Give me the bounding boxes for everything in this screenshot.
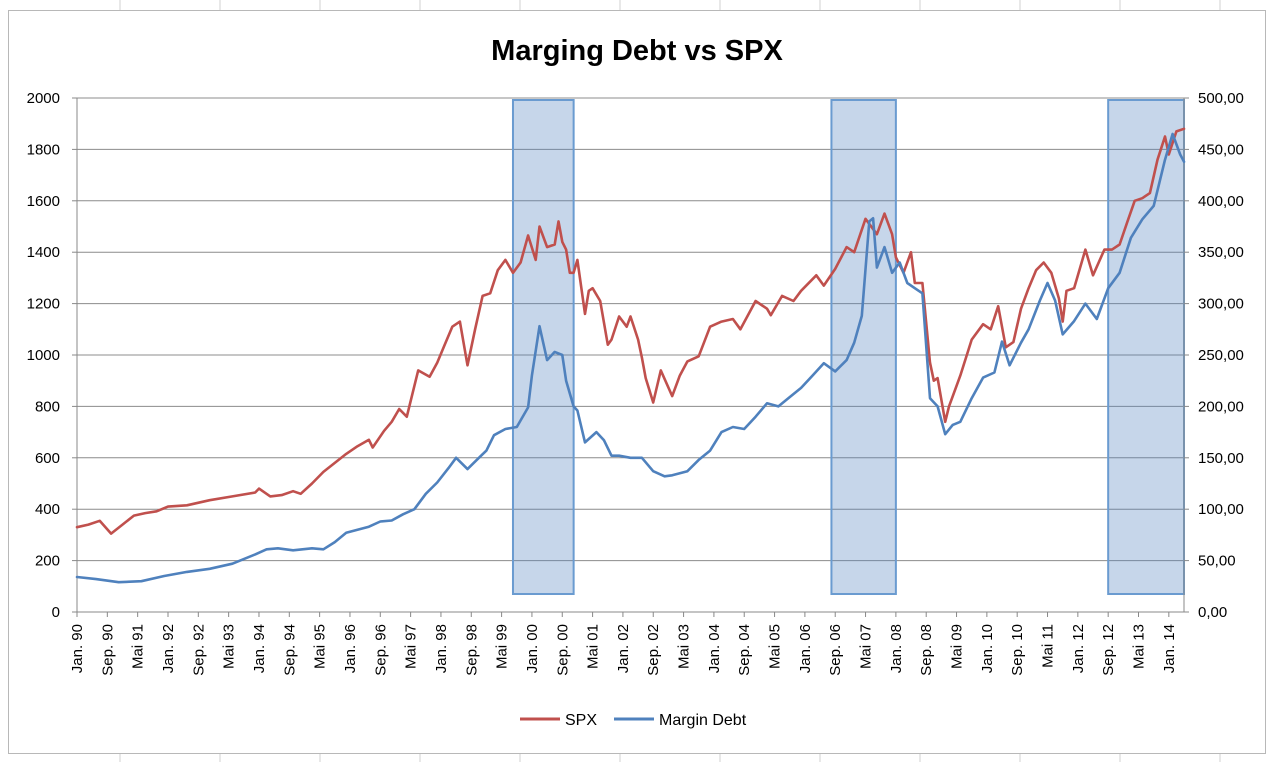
x-tick-label: Sep. 04 <box>736 624 753 676</box>
x-tick-label: Mai 09 <box>949 624 966 669</box>
y-left-tick-label: 800 <box>35 398 60 415</box>
x-tick-label: Jan. 08 <box>888 624 905 673</box>
x-tick-label: Mai 95 <box>312 624 329 669</box>
chart-object[interactable] <box>8 10 1266 754</box>
gridlines <box>77 97 1184 613</box>
series-line-spx <box>75 127 1186 535</box>
y-left-tick-label: 200 <box>35 553 60 570</box>
x-tick-label: Sep. 94 <box>281 624 298 676</box>
x-tick-label: Sep. 90 <box>99 624 116 676</box>
y-right-tick-label: 200,00 <box>1198 398 1244 415</box>
x-tick-label: Sep. 00 <box>554 624 571 676</box>
x-tick-label: Sep. 98 <box>463 624 480 676</box>
x-tick-label: Mai 05 <box>767 624 784 669</box>
x-tick-label: Sep. 08 <box>918 624 935 676</box>
x-tick-label: Sep. 92 <box>190 624 207 676</box>
y-right-tick-label: 100,00 <box>1198 501 1244 518</box>
x-tick-label: Jan. 04 <box>706 624 723 673</box>
y-left-tick-label: 1200 <box>27 296 60 313</box>
y-right-tick-label: 150,00 <box>1198 450 1244 467</box>
y-left-tick-label: 2000 <box>27 90 60 107</box>
x-tick-label: Jan. 94 <box>251 624 268 673</box>
x-tick-label: Mai 07 <box>858 624 875 669</box>
x-tick-label: Jan. 06 <box>797 624 814 673</box>
y-right-tick-label: 500,00 <box>1198 90 1244 107</box>
y-left-tick-label: 400 <box>35 501 60 518</box>
x-tick-label: Jan. 00 <box>524 624 541 673</box>
shaded-regions <box>511 99 1186 595</box>
x-tick-label: Mai 99 <box>494 624 511 669</box>
x-tick-label: Mai 13 <box>1131 624 1148 669</box>
y-left-tick-label: 1400 <box>27 244 60 261</box>
x-tick-label: Mai 93 <box>221 624 238 669</box>
x-tick-label: Sep. 10 <box>1009 624 1026 676</box>
x-tick-label: Mai 91 <box>130 624 147 669</box>
series-lines <box>75 127 1186 584</box>
x-tick-label: Jan. 96 <box>342 624 359 673</box>
x-tick-label: Mai 01 <box>585 624 602 669</box>
y-right-tick-label: 250,00 <box>1198 347 1244 364</box>
y-left-tick-label: 1600 <box>27 193 60 210</box>
x-tick-label: Mai 03 <box>676 624 693 669</box>
x-tick-label: Jan. 02 <box>615 624 632 673</box>
x-tick-label: Mai 11 <box>1040 624 1057 668</box>
y-left-tick-label: 1000 <box>27 347 60 364</box>
x-tick-label: Jan. 14 <box>1161 624 1178 673</box>
x-tick-label: Sep. 02 <box>645 624 662 676</box>
y-right-tick-label: 400,00 <box>1198 193 1244 210</box>
y-left-tick-label: 1800 <box>27 141 60 158</box>
y-left-tick-label: 0 <box>52 604 60 621</box>
x-tick-label: Mai 97 <box>403 624 420 669</box>
chart-title: Marging Debt vs SPX <box>491 35 783 67</box>
y-right-tick-label: 450,00 <box>1198 141 1244 158</box>
x-tick-label: Sep. 12 <box>1100 624 1117 676</box>
x-tick-label: Jan. 12 <box>1070 624 1087 673</box>
x-tick-label: Jan. 90 <box>69 624 86 673</box>
legend-label-margin-debt: Margin Debt <box>659 712 747 729</box>
legend-label-spx: SPX <box>565 712 597 729</box>
highlight-region <box>830 99 897 595</box>
x-tick-label: Jan. 92 <box>160 624 177 673</box>
x-tick-label: Sep. 06 <box>827 624 844 676</box>
y-right-tick-label: 50,00 <box>1198 553 1236 570</box>
x-tick-label: Jan. 98 <box>433 624 450 673</box>
highlight-region <box>1107 99 1186 595</box>
series-line-margin-debt <box>75 132 1186 584</box>
x-tick-label: Jan. 10 <box>979 624 996 673</box>
x-tick-label: Sep. 96 <box>372 624 389 676</box>
y-right-tick-label: 350,00 <box>1198 244 1244 261</box>
y-left-tick-label: 600 <box>35 450 60 467</box>
y-right-tick-label: 0,00 <box>1198 604 1227 621</box>
y-right-tick-label: 300,00 <box>1198 296 1244 313</box>
axes: 0 200 400 600 800 1000 1200 1400 1600 1800 2000 0,0… <box>27 90 1244 676</box>
legend: SPX Margin Debt <box>520 712 747 729</box>
